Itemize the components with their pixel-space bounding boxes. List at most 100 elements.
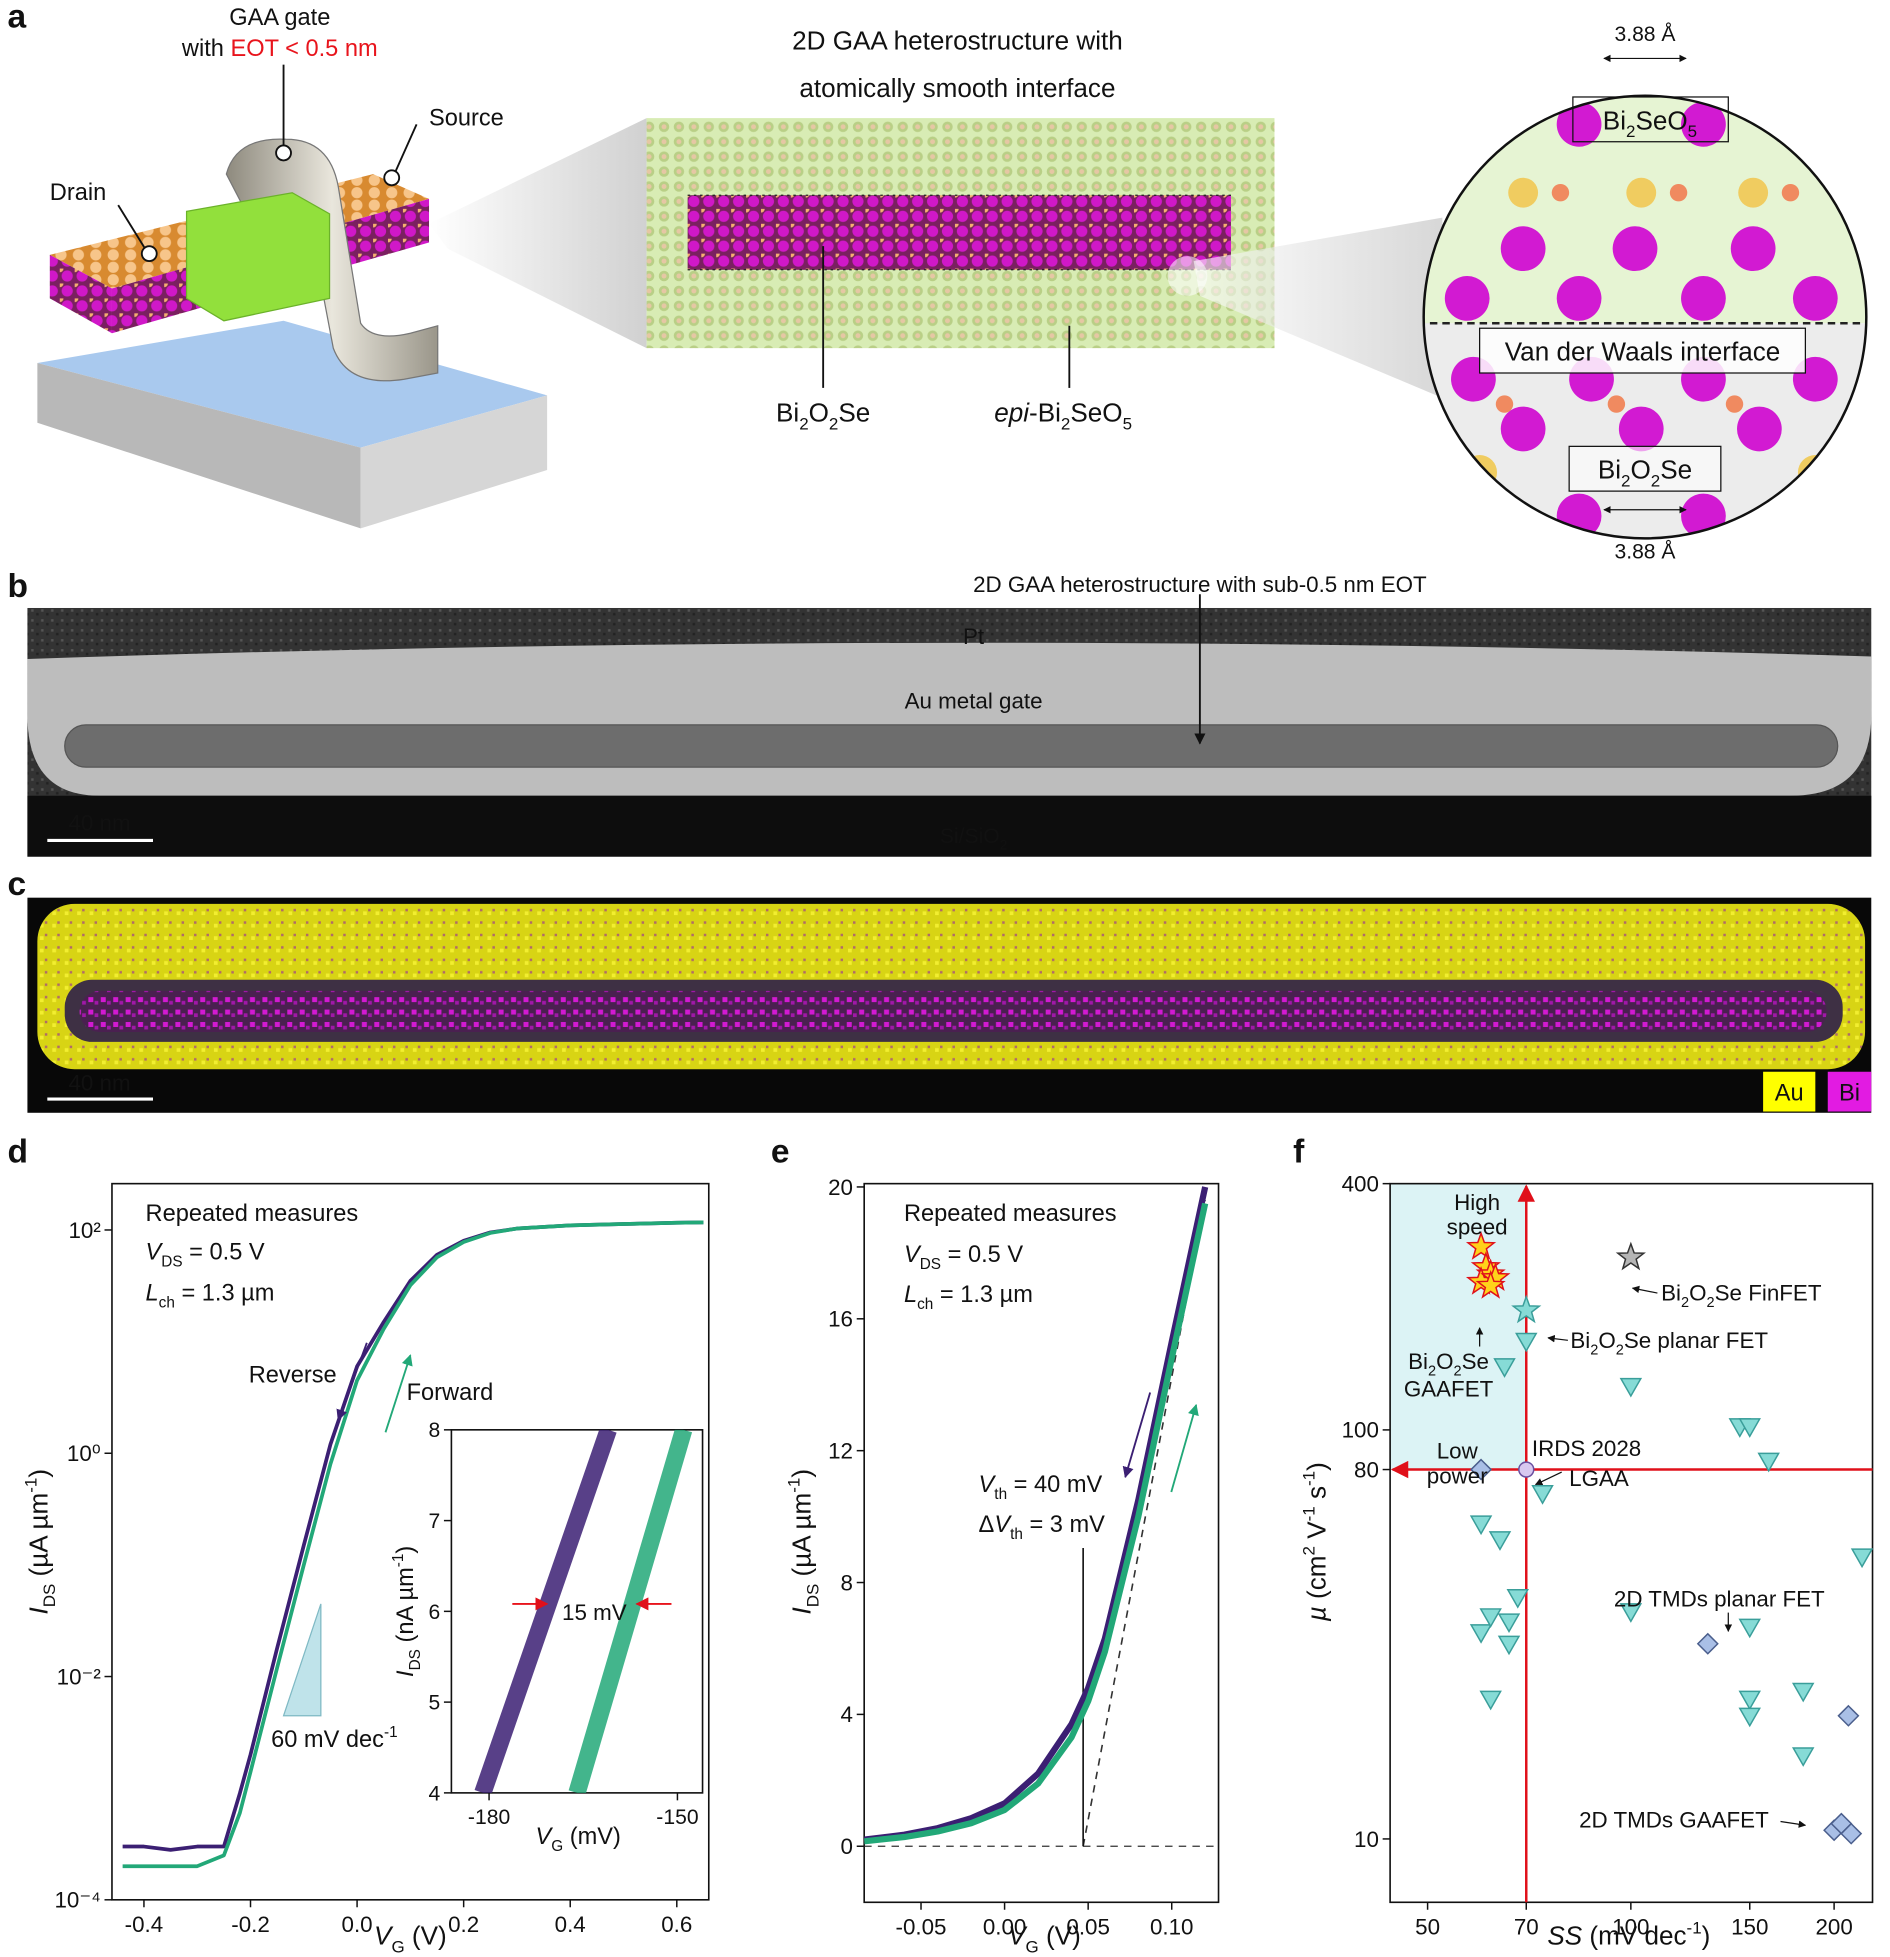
- y-tick-label: 10²: [68, 1218, 101, 1243]
- text-part: L: [146, 1281, 159, 1307]
- tem-label: Pt: [963, 624, 985, 649]
- source-label: Source: [429, 106, 504, 132]
- text-part: 2: [1626, 122, 1635, 141]
- text-part: I: [393, 1670, 419, 1677]
- text-part: (V): [1039, 1921, 1081, 1951]
- label-box: [1572, 96, 1729, 143]
- text-part: 2: [799, 414, 808, 433]
- text-part: 60 mV dec: [271, 1727, 384, 1753]
- callout-line: [117, 204, 146, 248]
- text-part: (µA µm: [23, 1493, 53, 1584]
- x-tick-label: 50: [1415, 1915, 1440, 1940]
- text-part: 2: [1651, 472, 1660, 491]
- text-part: -1: [1687, 1919, 1702, 1938]
- text-part: 2: [1299, 1546, 1318, 1555]
- tem-gate: [27, 642, 1872, 796]
- legend-swatch: [1763, 1071, 1816, 1112]
- annotation: ΔVth = 3 mV: [979, 1512, 1106, 1543]
- text-part: -1: [384, 1724, 398, 1741]
- text-part: V: [904, 1242, 922, 1268]
- text-part: 2: [829, 414, 838, 433]
- point-label: Bi2O2Se planar FET: [1570, 1328, 1768, 1359]
- data-point: [1738, 1707, 1761, 1728]
- y-axis-label: IDS (nA µm-1): [390, 1546, 424, 1677]
- legend-label: Au: [1775, 1080, 1804, 1106]
- y-tick-label: 8: [841, 1570, 853, 1595]
- y-tick-label: 6: [428, 1601, 440, 1624]
- data-point: [1511, 1294, 1542, 1324]
- data-point: [1696, 1632, 1719, 1655]
- text-part: -Bi: [1029, 397, 1061, 427]
- text-part: O: [1598, 1328, 1615, 1353]
- y-tick-label: 4: [841, 1702, 853, 1727]
- text-part: µ: [1301, 1606, 1331, 1622]
- gate-eot: with EOT < 0.5 nm: [181, 36, 378, 62]
- y-tick-label: 4: [428, 1782, 440, 1805]
- x-axis-label: VG (mV): [536, 1824, 621, 1855]
- x-tick-label: 0.2: [448, 1912, 479, 1937]
- substrate-side: [360, 395, 548, 529]
- text-part: 2: [1616, 1342, 1624, 1358]
- text-part: ch: [159, 1295, 175, 1312]
- data-point: [1791, 1747, 1815, 1767]
- data-point: [1738, 1690, 1761, 1711]
- panel-letter: d: [8, 1134, 29, 1171]
- point-label: GAAFET: [1404, 1376, 1494, 1401]
- data-point: [1475, 1269, 1506, 1299]
- data-line: [864, 1202, 1209, 1845]
- callout-arrow: [1534, 1471, 1562, 1486]
- text-part: (mV): [563, 1824, 621, 1850]
- text-part: Se FinFET: [1715, 1281, 1822, 1306]
- direction-arrow: [1122, 1392, 1152, 1479]
- y-tick-label: 8: [428, 1419, 440, 1442]
- annotation: 60 mV dec-1: [271, 1724, 398, 1753]
- text-part: Repeated measures: [146, 1201, 359, 1227]
- text-part: Bi: [776, 397, 799, 427]
- channel-side: [49, 254, 112, 334]
- panel-letter: c: [8, 866, 27, 903]
- substrate-side: [37, 363, 361, 529]
- text-part: V: [146, 1239, 164, 1265]
- region-label: High: [1454, 1190, 1500, 1215]
- y-tick-label: 0: [841, 1834, 853, 1859]
- text-part: (cm: [1301, 1555, 1331, 1606]
- text-part: 2: [1428, 1364, 1436, 1380]
- y-axis-label: IDS (µA µm-1): [785, 1469, 823, 1615]
- y-tick-label: 10: [1354, 1827, 1379, 1852]
- tem-label: Si/SiO2: [940, 825, 1008, 852]
- y-tick-label: 10⁻⁴: [54, 1888, 100, 1913]
- text-part: SeO: [1070, 397, 1122, 427]
- text-part: 2: [1621, 472, 1630, 491]
- region-label: Low: [1437, 1438, 1479, 1463]
- y-tick-label: 10⁰: [67, 1441, 101, 1466]
- data-point: [1470, 1458, 1493, 1481]
- lattice-spacing: 3.88 Å: [1614, 23, 1676, 46]
- data-point: [1515, 1332, 1538, 1353]
- data-point: [1837, 1704, 1860, 1727]
- text-part: Bi: [1603, 105, 1626, 135]
- y-tick-label: 5: [428, 1692, 440, 1715]
- text-part: Δ: [979, 1512, 995, 1538]
- y-tick-label: 400: [1342, 1171, 1379, 1196]
- tem-channel: [64, 724, 1839, 768]
- text-part: G: [551, 1838, 563, 1855]
- text-part: V: [1301, 1521, 1331, 1546]
- panel-c-art: [27, 897, 1872, 1113]
- text-part: SeO: [1635, 105, 1687, 135]
- gate-dielectric: [185, 192, 331, 322]
- text-part: V: [374, 1921, 394, 1951]
- label-box: [1479, 327, 1807, 374]
- text-part: 2: [1000, 837, 1008, 852]
- x-tick-label: -0.05: [896, 1915, 947, 1940]
- text-part: Bi: [1408, 1349, 1428, 1374]
- data-point: [1469, 1624, 1493, 1644]
- layer-label: Bi2SeO5: [1603, 105, 1697, 141]
- point-label: LGAA: [1569, 1466, 1629, 1491]
- text-part: = 40 mV: [1007, 1472, 1102, 1498]
- text-part: ): [1702, 1921, 1711, 1951]
- region-label: speed: [1447, 1215, 1508, 1240]
- annotation: Repeated measures: [146, 1201, 359, 1227]
- core-label: Bi2O2Se: [776, 397, 870, 433]
- text-part: DS: [161, 1254, 182, 1271]
